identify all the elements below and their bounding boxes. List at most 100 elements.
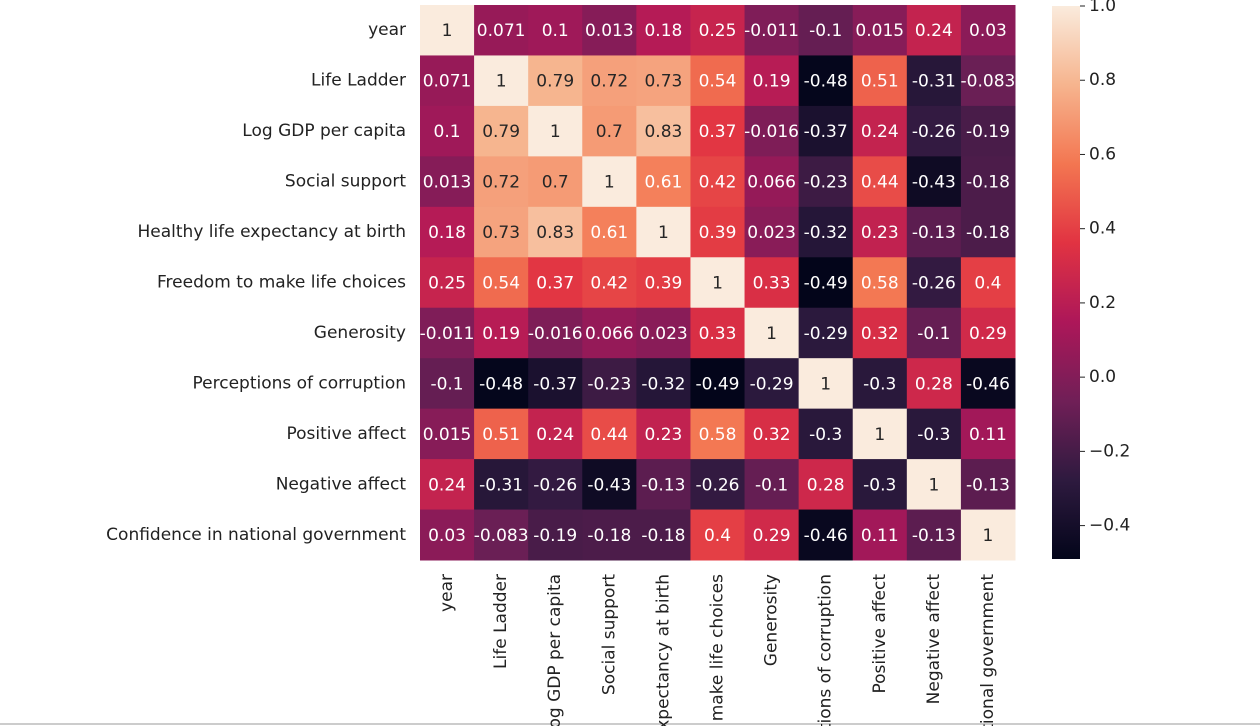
heatmap-cell [474,55,529,107]
heatmap-cell [474,459,529,511]
heatmap-cell [960,206,1016,258]
cell-label: 0.1 [434,122,461,142]
cell-label: 0.79 [536,72,574,92]
cell-label: -0.18 [966,173,1010,193]
heatmap-cell [636,509,691,561]
cell-label: 0.03 [969,21,1007,41]
cell-label: 0.23 [861,223,899,243]
cell-label: -0.32 [641,374,685,394]
cell-label: -0.46 [804,526,848,546]
cell-label: 0.58 [699,425,737,445]
cell-label: 0.4 [704,526,731,546]
heatmap-cell [798,358,854,410]
heatmap-cell [636,307,691,359]
cell-label: 0.23 [644,425,682,445]
heatmap-cell [528,459,583,511]
cell-label: -0.3 [863,475,896,495]
heatmap-cell [528,307,583,359]
heatmap-cell [798,105,854,157]
x-tick-label: Negative affect [924,574,944,705]
cell-label: 0.51 [861,72,899,92]
heatmap-cell [528,358,583,410]
cell-label: 0.24 [536,425,574,445]
heatmap-cell [690,105,746,157]
heatmap-cell [474,156,529,208]
heatmap-cell [474,206,529,258]
cell-label: 0.1 [542,21,569,41]
cell-label: -0.26 [912,122,956,142]
heatmap-cell [690,5,746,56]
heatmap-cell [852,257,908,309]
heatmap-cell [582,408,637,460]
heatmap-cell [906,206,962,258]
cell-label: 0.61 [590,223,628,243]
y-tick-label: year [368,20,406,40]
heatmap-cell [852,156,908,208]
cell-label: 0.29 [753,526,791,546]
cell-label: 1 [442,21,453,41]
heatmap-cell [852,509,908,561]
cell-label: 0.42 [699,173,737,193]
heatmap-cell [636,408,691,460]
cell-label: 0.54 [482,274,520,294]
cell-label: 0.73 [482,223,520,243]
heatmap-cell [636,105,691,157]
heatmap-cell [690,206,746,258]
heatmap-cell [906,257,962,309]
colorbar-tick-label: −0.4 [1089,516,1130,536]
heatmap-cell [690,55,746,107]
heatmap-cell [582,358,637,410]
heatmap-cell [960,509,1016,561]
heatmap-cell [744,156,800,208]
cell-label: 0.7 [596,122,623,142]
heatmap-cell [690,408,746,460]
heatmap-cell [798,257,854,309]
heatmap-cell [690,358,746,410]
cell-label: 0.42 [590,274,628,294]
heatmap-cell [744,5,800,56]
heatmap-cell [906,5,962,56]
cell-label: -0.016 [528,324,583,344]
cell-label: 0.58 [861,274,899,294]
heatmap-cell [582,105,637,157]
cell-label: 0.33 [699,324,737,344]
heatmap-cell [690,459,746,511]
cell-label: 1 [820,374,831,394]
cell-label: 1 [604,173,615,193]
y-tick-label: Perceptions of corruption [193,373,407,393]
cell-label: -0.26 [912,274,956,294]
heatmap-cell [852,459,908,511]
cell-label: -0.011 [744,21,799,41]
heatmap-cell [420,5,475,56]
heatmap-cell [420,408,475,460]
y-tick-label: Healthy life expectancy at birth [138,222,407,242]
heatmap-cell [744,358,800,410]
heatmap-cell [690,307,746,359]
x-tick-label: Social support [599,574,619,695]
x-tick-label: Perceptions of corruption [816,574,836,726]
heatmap-cell [906,156,962,208]
cell-label: -0.1 [809,21,842,41]
cell-label: -0.13 [912,223,956,243]
heatmap-cell [744,257,800,309]
heatmap-cell [906,459,962,511]
heatmap-cell [528,55,583,107]
cell-label: 0.11 [969,425,1007,445]
heatmap-cell [474,105,529,157]
heatmap-cell [474,509,529,561]
heatmap-cell [798,459,854,511]
cell-label: 0.071 [477,21,526,41]
cell-label: 0.44 [861,173,899,193]
heatmap-cell [852,206,908,258]
heatmap-cell [420,257,475,309]
cell-label: 0.83 [536,223,574,243]
cell-label: -0.48 [804,72,848,92]
heatmap-cell [582,5,637,56]
cell-label: -0.43 [912,173,956,193]
cell-label: 0.18 [428,223,466,243]
cell-label: -0.26 [533,475,577,495]
cell-label: -0.23 [804,173,848,193]
cell-label: 0.071 [423,72,472,92]
cell-label: 0.066 [585,324,634,344]
cell-label: 0.44 [590,425,628,445]
